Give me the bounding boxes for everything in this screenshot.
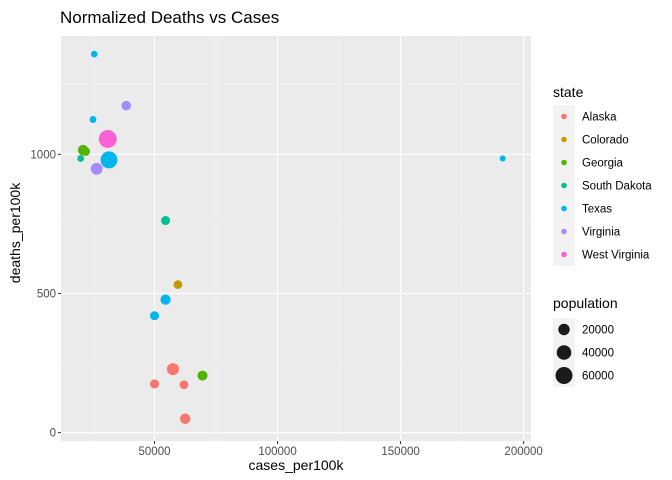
y-axis-label: deaths_per100k bbox=[7, 182, 23, 283]
chart-title: Normalized Deaths vs Cases bbox=[60, 8, 279, 27]
legend-key bbox=[556, 345, 572, 360]
legend-title-state: state bbox=[553, 84, 584, 100]
x-tick-label: 100000 bbox=[258, 446, 296, 458]
legend-label: 20000 bbox=[582, 325, 614, 337]
state-legend: Alaska Colorado Georgia South Dakota Texas Vi… bbox=[553, 105, 652, 266]
data-point bbox=[90, 162, 103, 175]
y-tick-label: 0 bbox=[50, 428, 56, 440]
data-point bbox=[77, 155, 85, 162]
data-point bbox=[180, 413, 191, 424]
x-tick-label: 150000 bbox=[381, 446, 419, 458]
x-axis: 50000 100000 150000 200000 bbox=[139, 441, 543, 458]
data-point bbox=[499, 155, 506, 162]
major-gridlines bbox=[61, 36, 531, 441]
data-point bbox=[121, 100, 131, 111]
x-tick-label: 50000 bbox=[139, 446, 171, 458]
y-axis: 0 500 1000 bbox=[30, 149, 61, 440]
legend-label: 60000 bbox=[582, 371, 614, 383]
legend-label: Texas bbox=[582, 204, 612, 216]
data-point bbox=[98, 129, 117, 148]
data-point bbox=[89, 116, 97, 123]
legend-key bbox=[561, 159, 567, 166]
legend-label: Virginia bbox=[582, 227, 621, 239]
data-point bbox=[161, 216, 171, 226]
legend-label: Alaska bbox=[582, 112, 617, 124]
legend-label: West Virginia bbox=[582, 250, 650, 262]
y-tick-label: 1000 bbox=[30, 149, 56, 161]
data-point bbox=[81, 147, 90, 156]
legend-key bbox=[561, 251, 567, 258]
minor-gridlines bbox=[61, 36, 531, 441]
legend-label: Georgia bbox=[582, 158, 624, 170]
legend-label: Colorado bbox=[582, 135, 629, 147]
population-legend: 20000 40000 60000 bbox=[553, 318, 614, 387]
data-point bbox=[149, 311, 160, 321]
legend-title-population: population bbox=[553, 295, 618, 311]
data-point bbox=[166, 363, 179, 376]
data-point bbox=[90, 50, 98, 58]
data-point bbox=[179, 380, 189, 390]
legend-key bbox=[561, 113, 567, 120]
legend-key bbox=[561, 205, 567, 212]
data-points bbox=[77, 50, 506, 424]
legend-label: 40000 bbox=[582, 348, 614, 360]
legend-key bbox=[558, 323, 570, 336]
data-point bbox=[149, 379, 160, 389]
x-tick-label: 200000 bbox=[504, 446, 542, 458]
legend-label: South Dakota bbox=[582, 181, 652, 193]
data-point bbox=[160, 294, 171, 305]
legend-key bbox=[561, 136, 567, 143]
legend-key bbox=[561, 182, 567, 189]
y-tick-label: 500 bbox=[37, 288, 56, 300]
data-point bbox=[100, 151, 118, 169]
data-point bbox=[197, 370, 208, 381]
x-axis-label: cases_per100k bbox=[249, 457, 345, 473]
data-point bbox=[173, 280, 183, 289]
legend-key bbox=[555, 367, 573, 384]
plot-panel bbox=[61, 36, 531, 441]
legend-key bbox=[561, 228, 567, 235]
